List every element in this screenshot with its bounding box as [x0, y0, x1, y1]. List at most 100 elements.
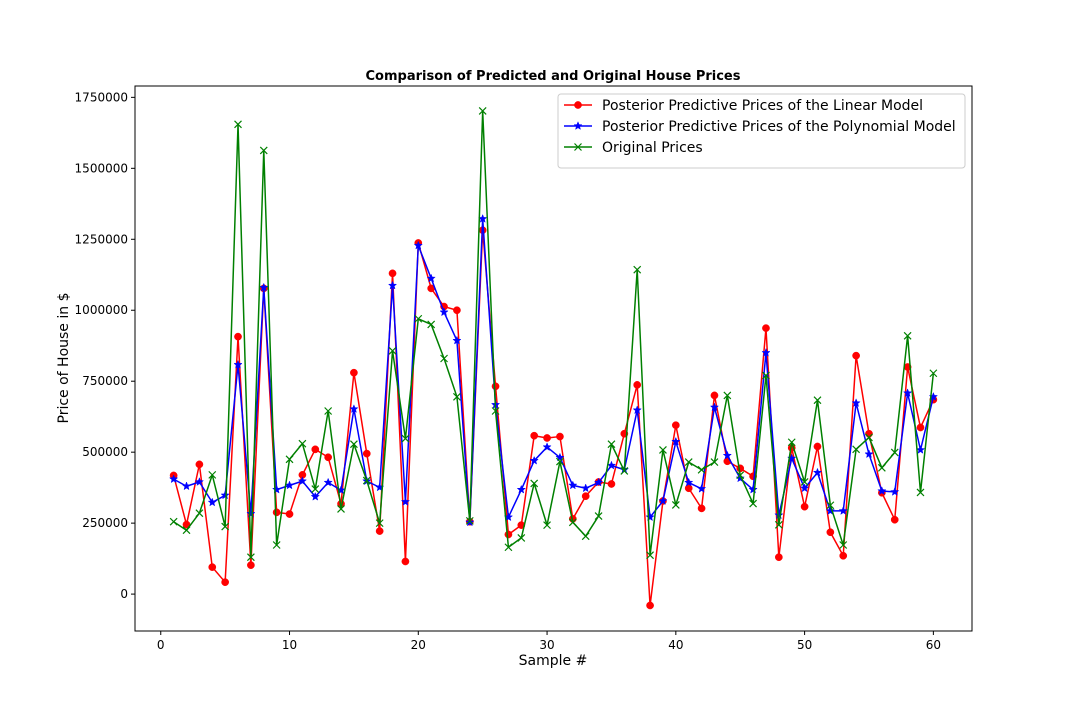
- marker-stroke: [903, 331, 912, 340]
- y-tick-label: 250000: [82, 516, 128, 530]
- marker-stroke: [272, 541, 281, 549]
- data-point: [633, 265, 642, 274]
- data-point: [311, 445, 320, 454]
- data-point: [285, 455, 294, 464]
- marker-stroke: [852, 445, 861, 454]
- marker-stroke: [362, 476, 371, 485]
- data-point: [774, 553, 783, 562]
- data-point: [916, 423, 925, 432]
- marker-stroke: [504, 543, 513, 552]
- data-point: [749, 499, 758, 508]
- x-tick-label: 30: [539, 638, 554, 652]
- x-tick-label: 20: [411, 638, 426, 652]
- marker-stroke: [311, 485, 320, 493]
- marker-stroke: [877, 463, 886, 472]
- data-point: [504, 543, 513, 552]
- y-tick-label: 1250000: [75, 232, 128, 246]
- data-point: [710, 391, 719, 400]
- marker-stroke: [349, 440, 358, 449]
- data-point: [658, 496, 668, 505]
- marker-stroke: [169, 517, 178, 526]
- marker-stroke: [697, 465, 706, 474]
- data-point: [246, 508, 256, 518]
- data-point: [556, 432, 564, 441]
- y-tick-label: 500000: [82, 445, 128, 459]
- marker-stroke: [452, 392, 461, 401]
- data-point: [671, 421, 680, 430]
- data-point: [852, 445, 861, 454]
- data-point: [194, 477, 205, 486]
- data-point: [542, 442, 552, 452]
- data-point: [375, 519, 384, 528]
- data-point: [297, 476, 308, 486]
- x-tick-label: 60: [926, 638, 941, 652]
- data-point: [696, 483, 707, 493]
- data-point: [710, 458, 719, 467]
- marker-stroke: [736, 471, 745, 480]
- data-point: [555, 452, 565, 462]
- data-point: [632, 405, 642, 415]
- data-point: [516, 484, 526, 494]
- data-point: [812, 467, 823, 477]
- series-line: [173, 218, 935, 524]
- data-point: [684, 477, 694, 487]
- data-point: [401, 557, 410, 566]
- data-point: [568, 480, 578, 490]
- data-point: [646, 551, 655, 560]
- data-point: [221, 578, 229, 587]
- marker-stroke: [401, 434, 410, 443]
- data-point: [916, 488, 925, 497]
- legend: Posterior Predictive Prices of the Linea…: [557, 93, 966, 169]
- data-point: [207, 497, 217, 507]
- marker-stroke: [890, 448, 899, 457]
- data-point: [556, 457, 564, 466]
- y-tick-label: 1500000: [75, 161, 128, 175]
- marker-stroke: [478, 107, 487, 115]
- data-point: [748, 484, 758, 494]
- data-point: [568, 518, 577, 527]
- marker-stroke: [659, 445, 667, 454]
- marker-stroke: [929, 369, 938, 378]
- marker-stroke: [543, 521, 551, 530]
- legend-label: Posterior Predictive Prices of the Polyn…: [602, 119, 956, 135]
- data-point: [581, 483, 591, 493]
- data-point: [826, 528, 835, 537]
- marker-stroke: [285, 455, 294, 464]
- marker-stroke: [916, 488, 925, 497]
- marker-stroke: [195, 509, 204, 518]
- data-point: [440, 354, 448, 363]
- data-point: [324, 407, 333, 415]
- marker-stroke: [440, 354, 448, 363]
- data-point: [865, 433, 873, 442]
- data-point: [646, 601, 654, 610]
- data-point: [439, 307, 449, 317]
- marker-stroke: [839, 541, 848, 549]
- marker-stroke: [800, 478, 809, 486]
- x-tick-label: 40: [668, 638, 683, 652]
- x-tick-label: 0: [157, 638, 165, 652]
- data-point: [452, 392, 461, 401]
- marker-stroke: [375, 519, 384, 528]
- data-point: [722, 450, 732, 460]
- plot-frame: [134, 85, 973, 632]
- data-point: [247, 561, 255, 569]
- marker-stroke: [246, 553, 255, 562]
- marker-stroke: [865, 433, 873, 442]
- data-point: [350, 368, 358, 377]
- data-point: [491, 382, 500, 391]
- marker-stroke: [749, 499, 758, 508]
- data-point: [426, 273, 436, 283]
- chart-title: Comparison of Predicted and Original Hou…: [366, 69, 741, 84]
- data-point: [168, 474, 179, 484]
- y-tick-label: 750000: [82, 374, 128, 388]
- series-line: [173, 110, 935, 558]
- data-point: [259, 282, 269, 292]
- data-point: [221, 522, 230, 531]
- data-point: [298, 439, 307, 448]
- data-point: [259, 146, 268, 155]
- data-point: [799, 483, 810, 493]
- data-point: [233, 359, 243, 369]
- data-point: [826, 501, 835, 510]
- data-point: [825, 506, 836, 515]
